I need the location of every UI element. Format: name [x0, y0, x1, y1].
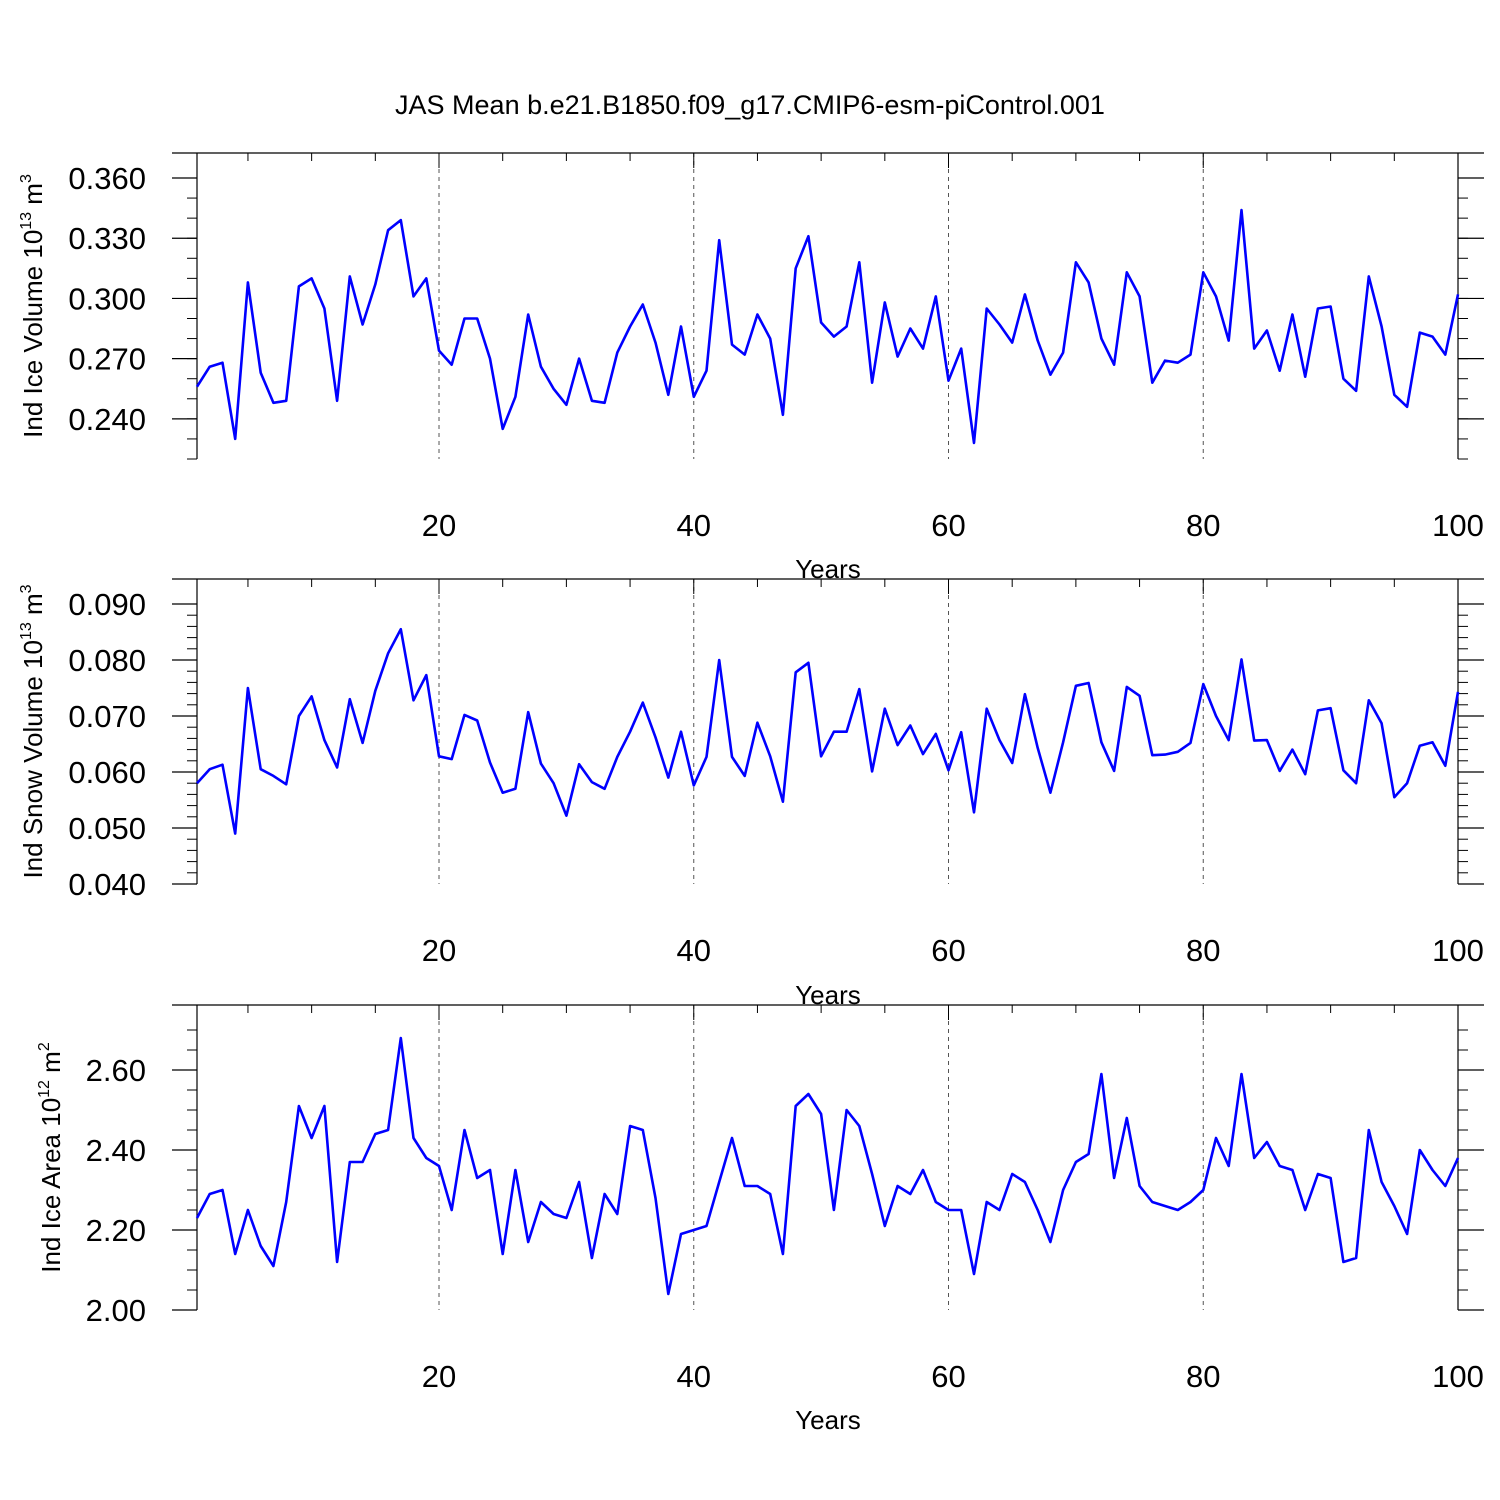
y-tick-label: 0.080: [68, 643, 146, 678]
ylabel-snow-volume-main: Ind Snow Volume 10: [18, 640, 48, 879]
ylabel-ice-area-unit-exp: 2: [36, 1042, 53, 1051]
ylabel-ice-area-main: Ind Ice Area 10: [36, 1098, 66, 1273]
xlabel-ice-area: Years: [795, 1405, 861, 1435]
x-tick-label: 20: [422, 933, 456, 968]
series-line: [196, 627, 1460, 835]
y-tick-label: 0.240: [68, 402, 146, 437]
y-tick-label: 0.070: [68, 699, 146, 734]
y-tick-label: 0.090: [68, 587, 146, 622]
plot-area-ice-volume: 20 40 60 80 100 0.240 0.270 0.300 0.330 0.360: [68, 152, 1484, 543]
ylabel-ice-volume-exp: 13: [18, 212, 35, 230]
panel-snow-volume: 20 40 60 80 100 0.040 0.050 0.060 0.070 0.080 0.09…: [18, 578, 1484, 1010]
ylabel-snow-volume-unit-exp: 3: [18, 584, 35, 593]
y-tick-label: 0.060: [68, 755, 146, 790]
ylabel-ice-area-unit: m: [36, 1051, 66, 1080]
x-tick-label: 80: [1186, 933, 1220, 968]
panel-ice-volume: 20 40 60 80 100 0.240 0.270 0.300 0.330 0.360 Ind…: [18, 152, 1484, 584]
y-tick-label: 2.20: [86, 1213, 146, 1248]
x-tick-label: 80: [1186, 508, 1220, 543]
y-tick-label: 0.050: [68, 811, 146, 846]
plot-area-snow-volume: 20 40 60 80 100 0.040 0.050 0.060 0.070 0.080 0.09…: [68, 578, 1484, 968]
x-tick-label: 80: [1186, 1359, 1220, 1394]
ylabel-ice-volume-unit: m: [18, 183, 48, 212]
x-tick-label: 20: [422, 508, 456, 543]
ylabel-ice-volume: Ind Ice Volume 1013 m3: [18, 174, 48, 438]
x-tick-label: 100: [1432, 933, 1484, 968]
y-tick-label: 2.40: [86, 1133, 146, 1168]
x-tick-label: 40: [677, 1359, 711, 1394]
ylabel-ice-volume-main: Ind Ice Volume 10: [18, 230, 48, 438]
y-tick-label: 0.360: [68, 161, 146, 196]
ylabel-ice-area-exp: 12: [36, 1080, 53, 1098]
x-tick-label: 60: [931, 508, 965, 543]
x-tick-label: 20: [422, 1359, 456, 1394]
panel-ice-area: 20 40 60 80 100 2.00 2.20 2.40 2.60 Ind Ice Area…: [36, 1004, 1484, 1435]
plot-area-ice-area: 20 40 60 80 100 2.00 2.20 2.40 2.60: [86, 1004, 1484, 1394]
ylabel-ice-area: Ind Ice Area 1012 m2: [36, 1042, 66, 1273]
chart-title: JAS Mean b.e21.B1850.f09_g17.CMIP6-esm-p…: [395, 90, 1105, 120]
y-tick-label: 2.00: [86, 1293, 146, 1328]
ylabel-snow-volume: Ind Snow Volume 1013 m3: [18, 584, 48, 878]
ylabel-ice-volume-unit-exp: 3: [18, 174, 35, 183]
x-tick-label: 40: [677, 508, 711, 543]
series-line: [195, 1036, 1460, 1296]
y-tick-label: 0.040: [68, 867, 146, 902]
ylabel-snow-volume-unit: m: [18, 593, 48, 622]
series-line: [195, 208, 1460, 445]
x-tick-label: 60: [931, 1359, 965, 1394]
x-tick-label: 100: [1432, 1359, 1484, 1394]
y-tick-label: 0.300: [68, 281, 146, 316]
x-tick-label: 40: [677, 933, 711, 968]
y-tick-label: 0.330: [68, 221, 146, 256]
ylabel-snow-volume-exp: 13: [18, 622, 35, 640]
y-tick-label: 2.60: [86, 1053, 146, 1088]
y-tick-label: 0.270: [68, 342, 146, 377]
x-tick-label: 100: [1432, 508, 1484, 543]
x-tick-label: 60: [931, 933, 965, 968]
